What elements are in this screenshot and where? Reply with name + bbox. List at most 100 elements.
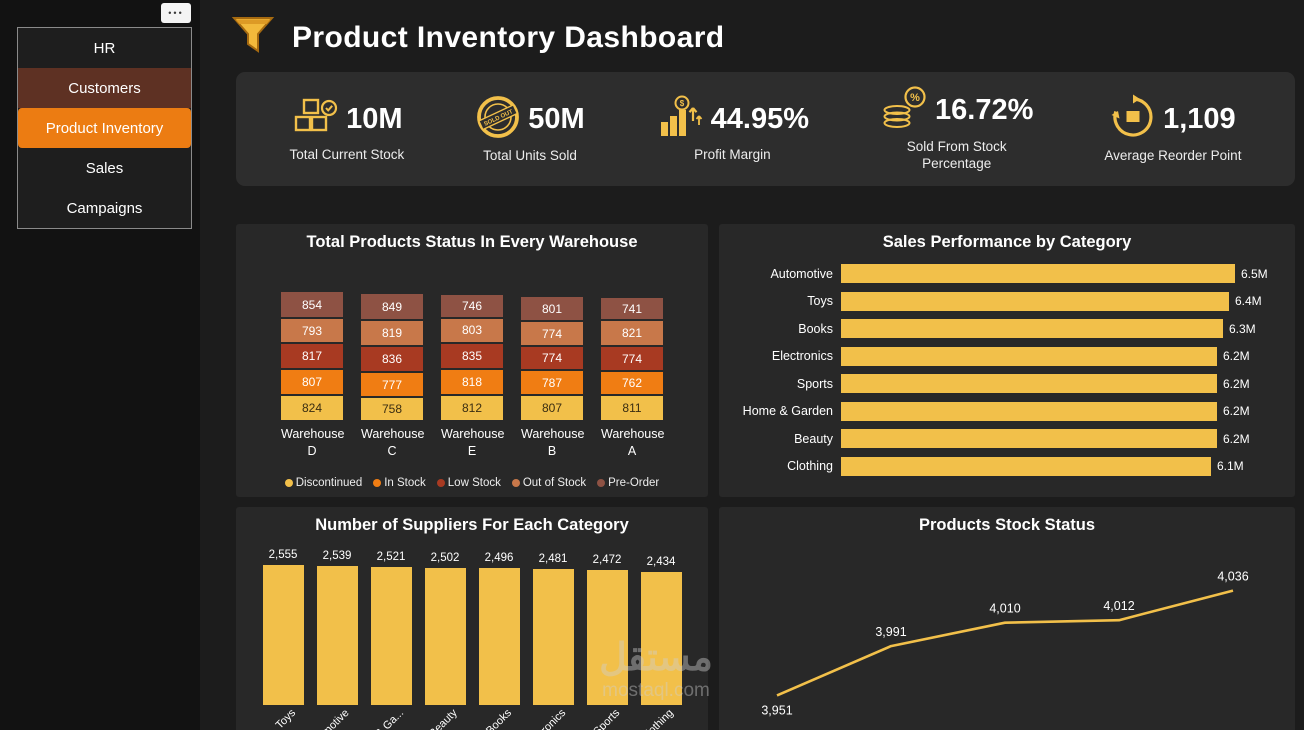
bar[interactable] — [424, 568, 466, 705]
dashboard-header: Product Inventory Dashboard — [230, 12, 725, 63]
sidebar-item-hr[interactable]: HR — [93, 39, 116, 57]
vbar-column: 2,539 — [316, 550, 358, 705]
value-label: 3,951 — [761, 703, 792, 717]
sidebar-item-customers[interactable]: Customers — [18, 68, 191, 108]
value-label: 6.5M — [1241, 266, 1268, 281]
category-label: Clothing — [787, 459, 833, 473]
bar[interactable] — [841, 264, 1235, 283]
value-label: 2,496 — [484, 552, 514, 564]
bar[interactable] — [841, 401, 1217, 421]
stack-segment-in-stock[interactable]: 807 — [281, 370, 343, 394]
hbar-row: Automotive 6.5M — [729, 264, 1295, 283]
bar[interactable] — [586, 570, 628, 705]
bar[interactable] — [841, 374, 1217, 393]
kpi-label: Profit Margin — [694, 146, 771, 162]
bar[interactable] — [841, 456, 1211, 476]
bar[interactable] — [841, 429, 1217, 448]
stack-segment-pre-order[interactable]: 854 — [281, 292, 343, 318]
bar[interactable] — [841, 319, 1223, 338]
stack-segment-low-stock[interactable]: 835 — [441, 344, 503, 369]
chart-title: Products Stock Status — [918, 516, 1096, 534]
stack-segment-pre-order[interactable]: 746 — [441, 294, 503, 317]
stack-segment-in-stock[interactable]: 777 — [361, 373, 423, 396]
chart-legend: Discontinued In Stock Low Stock Out of Stoc… — [236, 477, 708, 489]
bar[interactable] — [841, 346, 1217, 366]
bar[interactable] — [532, 569, 574, 705]
suppliers-per-category-chart-panel: Number of Suppliers For Each Category 2,… — [236, 507, 708, 730]
stack-segment-out-of-stock[interactable]: 803 — [441, 318, 503, 343]
coins-percent-icon: % — [880, 85, 928, 136]
bar[interactable] — [370, 567, 412, 705]
stock-status-line[interactable] — [776, 589, 1234, 697]
hbar-row: Sports 6.2M — [729, 374, 1295, 393]
warehouse-status-chart-panel: Total Products Status In Every Warehouse… — [236, 224, 708, 497]
bar[interactable] — [841, 291, 1229, 311]
more-options-button[interactable]: ••• — [161, 3, 191, 23]
stack-segment-low-stock[interactable]: 774 — [601, 347, 663, 371]
kpi-total-units-sold: SOLD OUT 50M Total Units Sold — [475, 94, 585, 165]
line-chart-plot-area: 3,951 3,991 4,010 4,012 4,036 — [761, 570, 1248, 718]
stack-segment-discontinued[interactable]: 812 — [441, 396, 503, 420]
bar[interactable] — [316, 566, 358, 705]
stack-segment-out-of-stock[interactable]: 821 — [601, 321, 663, 346]
value-label: 4,036 — [1217, 570, 1248, 584]
hbar-row: Books 6.3M — [729, 319, 1295, 338]
category-label: Warehouse A — [601, 427, 665, 458]
stack-segment-out-of-stock[interactable]: 819 — [361, 320, 423, 345]
kpi-sold-from-stock: % 16.72% Sold From Stock Percentage — [880, 85, 1033, 173]
legend-item-discontinued[interactable]: Discontinued — [284, 477, 362, 489]
chart-title: Sales Performance by Category — [882, 233, 1132, 251]
bar[interactable] — [640, 572, 682, 705]
stack-segment-discontinued[interactable]: 824 — [281, 395, 343, 420]
hbar-row: Clothing 6.1M — [729, 456, 1295, 476]
legend-dot — [597, 479, 606, 487]
stack-segment-discontinued[interactable]: 807 — [521, 396, 583, 420]
category-label: Home & Ga... — [350, 707, 412, 730]
kpi-value: 44.95% — [710, 102, 810, 135]
bar[interactable] — [262, 565, 304, 705]
stack-segment-discontinued[interactable]: 811 — [601, 396, 663, 420]
value-label: 2,539 — [322, 550, 352, 562]
stack-segment-pre-order[interactable]: 801 — [521, 296, 583, 321]
legend-dot — [373, 479, 382, 487]
stack-segment-out-of-stock[interactable]: 774 — [521, 322, 583, 345]
kpi-summary-bar: 10M Total Current Stock SOLD OUT 50M — [236, 72, 1295, 186]
sidebar-item-sales[interactable]: Sales — [85, 159, 124, 177]
stack-segment-low-stock[interactable]: 836 — [361, 346, 423, 372]
sidebar-item-product-inventory[interactable]: Product Inventory — [18, 108, 191, 148]
stack-segment-low-stock[interactable]: 817 — [281, 344, 343, 369]
stack-segment-in-stock[interactable]: 787 — [521, 371, 583, 395]
sidebar-nav: HR Customers Product Inventory Sales Cam… — [17, 27, 192, 229]
stack-segment-in-stock[interactable]: 818 — [441, 370, 503, 395]
kpi-average-reorder-point: 1,109 Average Reorder Point — [1104, 94, 1241, 165]
category-label: Books — [798, 321, 833, 336]
legend-item-pre-order[interactable]: Pre-Order — [597, 477, 659, 489]
category-label-text: Toys — [273, 707, 298, 730]
stack-segment-out-of-stock[interactable]: 793 — [281, 319, 343, 343]
category-label: Automotive — [770, 266, 833, 281]
profit-chart-icon: $ — [656, 95, 704, 144]
legend-item-low-stock[interactable]: Low Stock — [436, 477, 501, 489]
legend-item-in-stock[interactable]: In Stock — [373, 477, 426, 489]
stack-segment-low-stock[interactable]: 774 — [521, 346, 583, 370]
value-label: 2,481 — [538, 553, 568, 565]
category-label: Toys — [263, 707, 304, 730]
stacked-bar: 849 819 836 777 758 — [361, 294, 423, 420]
stack-segment-in-stock[interactable]: 762 — [601, 372, 663, 395]
stack-segment-pre-order[interactable]: 741 — [601, 297, 663, 320]
category-label: Automotive — [305, 707, 358, 730]
stack-segment-discontinued[interactable]: 758 — [361, 397, 423, 420]
category-label: Beauty — [425, 707, 466, 730]
kpi-profit-margin: $ 44.95% Profit Margin — [656, 95, 809, 164]
vbar-column: 2,481 — [532, 553, 574, 705]
stacked-bar-plot-area: 854 793 817 807 824 849 819 836 777 758 746 803 835 8… — [236, 288, 708, 420]
bar[interactable] — [478, 568, 520, 705]
sidebar-item-campaigns[interactable]: Campaigns — [66, 199, 143, 217]
kpi-total-current-stock: 10M Total Current Stock — [289, 95, 404, 164]
kpi-value: 50M — [528, 102, 585, 135]
hbar-row: Home & Garden 6.2M — [729, 401, 1295, 421]
stack-segment-pre-order[interactable]: 849 — [361, 294, 423, 319]
legend-label: In Stock — [384, 477, 426, 489]
legend-item-out-of-stock[interactable]: Out of Stock — [511, 477, 586, 489]
